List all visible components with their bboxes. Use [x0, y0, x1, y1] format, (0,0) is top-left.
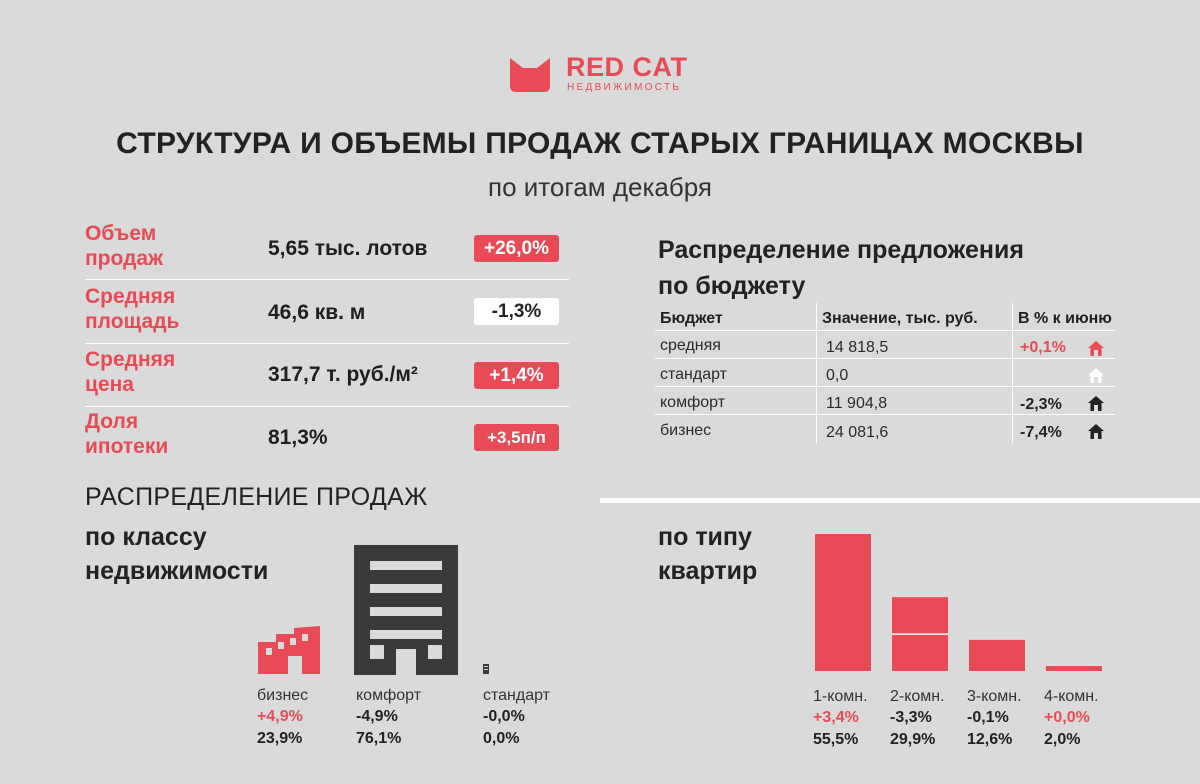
kpi-value: 81,3%	[268, 426, 328, 449]
class-share-business: 23,9%	[257, 730, 303, 747]
apartment-type-chart: 1-комн. +3,4% 55,5% 2-комн. -3,3% 29,9% 3-комн…	[813, 534, 1102, 748]
category-label: 3-комн.	[967, 688, 1022, 705]
bar-3-room	[969, 639, 1025, 671]
budget-row-name: бизнес	[660, 422, 712, 439]
sales-section-title: РАСПРЕДЕЛЕНИЕ ПРОДАЖ	[85, 483, 428, 511]
budget-header-value: Значение, тыс. руб.	[822, 310, 978, 327]
budget-row-value: 14 818,5	[826, 339, 889, 356]
class-share-comfort: 76,1%	[356, 730, 402, 747]
type-section-title: по типу квартир	[658, 523, 758, 585]
house-icon	[1088, 396, 1104, 411]
budget-row-value: 0,0	[826, 367, 849, 384]
budget-header-change: В % к июню	[1018, 310, 1112, 327]
class-label-comfort: комфорт	[356, 687, 422, 704]
change-label: -3,3%	[890, 709, 932, 726]
kpi-label: Средняя площадь	[85, 285, 180, 333]
budget-row-name: средняя	[660, 337, 721, 354]
brand-name: RED CAT	[566, 52, 688, 82]
brand-subtitle: НЕДВИЖИМОСТЬ	[567, 82, 682, 93]
budget-row-change: +0,1%	[1020, 339, 1066, 356]
class-share-standard: 0,0%	[483, 730, 520, 747]
budget-row-name: стандарт	[660, 366, 727, 383]
factory-icon	[258, 626, 320, 674]
value-label: 29,9%	[890, 731, 935, 748]
value-label: 55,5%	[813, 731, 858, 748]
class-label-standard: стандарт	[483, 687, 550, 704]
category-label: 2-комн.	[890, 688, 945, 705]
kpi-value: 5,65 тыс. лотов	[268, 237, 428, 260]
class-change-business: +4,9%	[257, 708, 303, 725]
budget-row-change: -2,3%	[1020, 396, 1062, 413]
budget-row-value: 11 904,8	[826, 395, 888, 412]
kpi-label: Доля ипотеки	[85, 410, 169, 458]
logo: RED CAT НЕДВИЖИМОСТЬ	[510, 52, 710, 96]
category-label: 1-комн.	[813, 688, 868, 705]
bar-4-room	[1046, 666, 1102, 671]
page-subtitle: по итогам декабря	[487, 172, 712, 202]
class-label-business: бизнес	[257, 687, 309, 704]
kpi-label: Объем продаж	[85, 222, 163, 270]
budget-column-divider	[1012, 303, 1013, 443]
budget-row-value: 24 081,6	[826, 424, 889, 441]
kpi-value: 317,7 т. руб./м²	[268, 363, 418, 386]
class-change-standard: -0,0%	[483, 708, 525, 725]
budget-title: Распределение предложения по бюджету	[658, 236, 1024, 300]
budget-column-divider	[816, 303, 817, 443]
kpi-change-badge: +26,0%	[474, 235, 559, 262]
kpi-row-area: Средняя площадь 46,6 кв. м -1,3%	[85, 281, 569, 344]
kpi-row-mortgage: Доля ипотеки 81,3% +3,5п/п	[85, 406, 569, 469]
kpi-change-badge: +1,4%	[474, 362, 559, 389]
change-label: +3,4%	[813, 709, 859, 726]
category-label: 4-комн.	[1044, 688, 1099, 705]
page-title: СТРУКТУРА И ОБЪЕМЫ ПРОДАЖ СТАРЫХ ГРАНИЦА…	[116, 127, 1084, 160]
house-icon	[1088, 341, 1104, 356]
kpi-row-volume: Объем продаж 5,65 тыс. лотов +26,0%	[85, 217, 569, 280]
kpi-row-price: Средняя цена 317,7 т. руб./м² +1,4%	[85, 344, 569, 407]
section-divider	[600, 498, 1200, 503]
budget-header-name: Бюджет	[660, 310, 723, 327]
kpi-change-badge: +3,5п/п	[474, 424, 559, 451]
tiny-building-icon	[483, 664, 489, 674]
budget-header-row	[655, 303, 1115, 331]
class-change-comfort: -4,9%	[356, 708, 398, 725]
budget-row	[655, 387, 1115, 415]
budget-row-name: комфорт	[660, 394, 726, 411]
kpi-change-badge: -1,3%	[474, 298, 559, 325]
value-label: 12,6%	[967, 731, 1012, 748]
kpi-value: 46,6 кв. м	[268, 301, 366, 324]
house-icon	[1088, 424, 1104, 439]
kpi-label: Средняя цена	[85, 348, 176, 396]
bar-1-room	[815, 534, 871, 671]
building-icon	[354, 545, 458, 675]
house-icon	[1088, 368, 1104, 383]
budget-row-change: -7,4%	[1020, 424, 1062, 441]
value-label: 2,0%	[1044, 731, 1080, 748]
budget-row	[655, 359, 1115, 387]
cat-logo-icon	[510, 58, 550, 92]
class-section-title: по классу недвижимости	[85, 523, 269, 585]
budget-row	[655, 331, 1115, 359]
change-label: -0,1%	[967, 709, 1009, 726]
change-label: +0,0%	[1044, 709, 1090, 726]
